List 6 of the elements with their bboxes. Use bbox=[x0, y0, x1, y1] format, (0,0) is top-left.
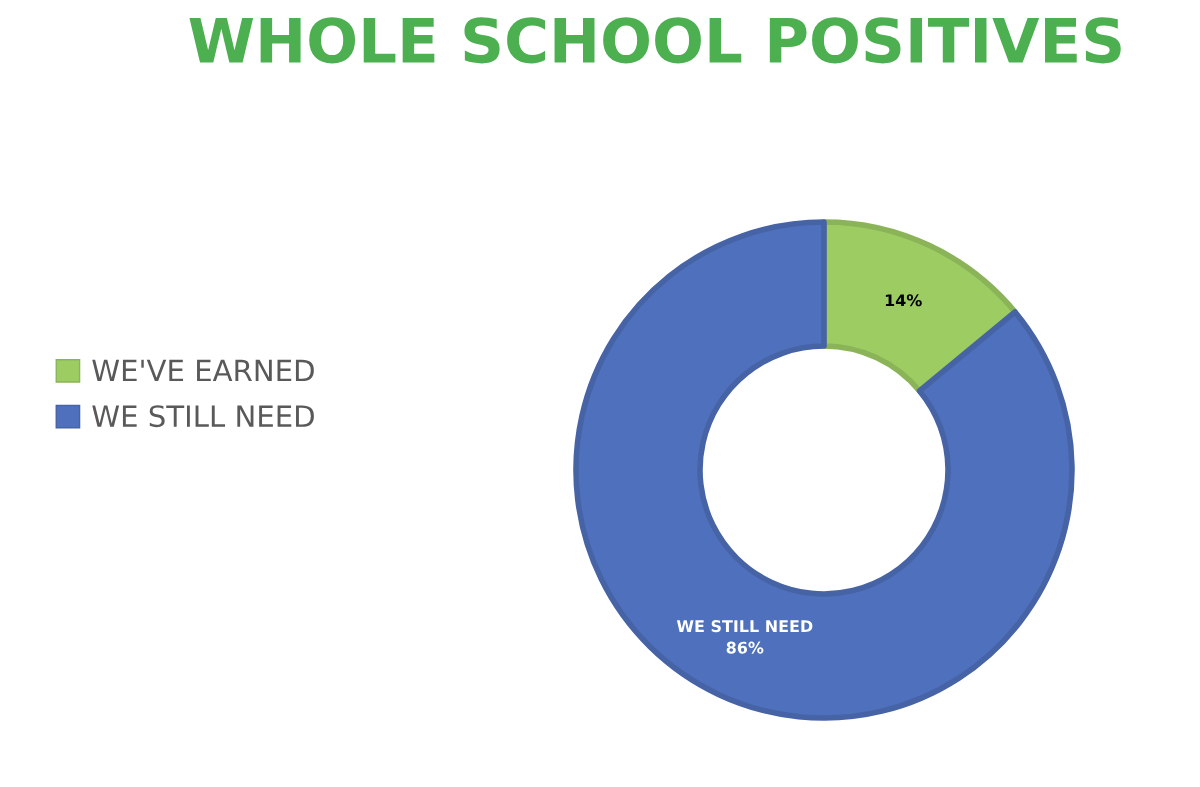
donut-slice bbox=[573, 219, 1075, 721]
legend-label: WE'VE EARNED bbox=[92, 359, 314, 382]
chart-title: WHOLE SCHOOL POSITIVES bbox=[189, 17, 1121, 64]
data-label: 14% bbox=[885, 294, 922, 307]
data-label: WE STILL NEED 86% bbox=[676, 620, 813, 654]
legend-label: WE STILL NEED bbox=[92, 405, 314, 428]
